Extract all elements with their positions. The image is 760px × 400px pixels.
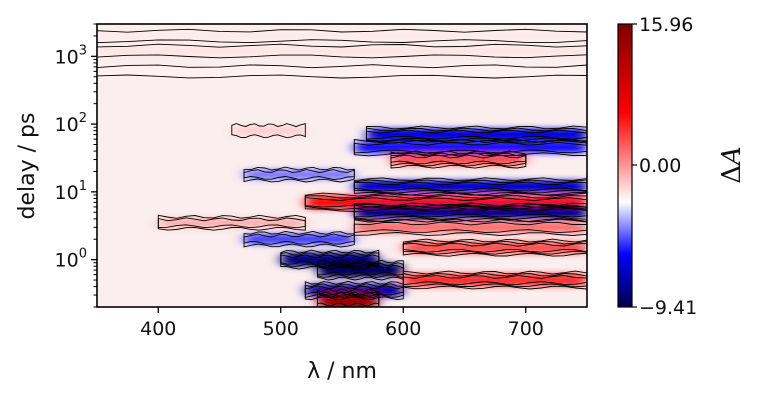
contour-line <box>317 288 380 307</box>
contour-lines <box>97 28 587 307</box>
colorbar-label-symbol: Δ <box>717 165 747 184</box>
contour-line <box>243 166 355 183</box>
contour-line <box>402 270 587 290</box>
heatmap-band <box>97 67 587 76</box>
contour-line <box>390 150 527 169</box>
y-tick-label: 103 <box>55 43 87 68</box>
contour-line <box>353 179 587 194</box>
contour-line <box>97 28 587 44</box>
contour-line <box>304 194 587 210</box>
heatmap-band <box>97 31 587 41</box>
contour-line <box>157 214 306 231</box>
contour-line <box>280 254 380 266</box>
contour-line <box>353 181 587 192</box>
contour-line <box>353 138 587 157</box>
contour-line <box>304 280 404 301</box>
contour-line <box>390 152 527 167</box>
contour-line <box>353 221 587 234</box>
colorbar-max-label: 15.96 <box>639 14 693 36</box>
contour-line <box>97 43 587 59</box>
contour-line <box>366 129 587 140</box>
colorbar-label-var: A <box>717 146 747 167</box>
y-axis: 100 101 102 103 <box>55 23 97 308</box>
contour-line <box>353 218 587 236</box>
heatmap-band <box>354 180 587 193</box>
contour-line <box>402 238 587 257</box>
x-axis: 400 500 600 700 <box>140 307 544 340</box>
x-tick-label: 500 <box>263 318 299 340</box>
heatmap-band <box>97 46 587 56</box>
colorbar-zero-label: 0.00 <box>639 155 681 177</box>
colorbar: 15.96 0.00 −9.41 ΔA <box>617 14 747 319</box>
contour-line <box>402 240 587 255</box>
plot-frame <box>96 23 588 308</box>
x-tick-label: 400 <box>140 318 176 340</box>
colorbar-label: ΔA <box>717 146 747 184</box>
contour-line <box>353 177 587 196</box>
y-tick-label: 102 <box>55 111 87 136</box>
plot-area <box>96 23 588 308</box>
contour-line <box>157 217 306 229</box>
contour-line <box>243 230 355 248</box>
heatmap-band <box>403 241 587 254</box>
contour-line <box>353 202 587 223</box>
heatmap-band <box>403 273 587 287</box>
contour-line <box>243 233 355 245</box>
contour-line <box>280 249 380 270</box>
y-axis-label: delay / ps <box>15 113 40 220</box>
contour-line <box>317 291 380 307</box>
contour-line <box>243 169 355 180</box>
y-tick-label: 100 <box>55 247 87 272</box>
heatmap-band <box>231 126 306 136</box>
contour-line <box>353 204 587 220</box>
contour-line <box>317 294 380 307</box>
x-tick-label: 700 <box>508 318 544 340</box>
colorbar-min-label: −9.41 <box>639 297 697 319</box>
x-axis-label: λ / nm <box>307 359 377 384</box>
contour-line <box>402 242 587 253</box>
colorbar-gradient <box>617 23 633 308</box>
contour-line <box>231 123 306 139</box>
contour-line <box>390 154 527 165</box>
contour-line <box>402 272 587 288</box>
contour-line <box>304 283 404 298</box>
contour-line <box>353 207 587 218</box>
contour-line <box>366 125 587 144</box>
contour-line <box>366 127 587 142</box>
y-tick-label: 101 <box>55 179 87 204</box>
contour-line <box>402 274 587 286</box>
x-tick-label: 600 <box>385 318 421 340</box>
contour-line <box>97 64 587 79</box>
